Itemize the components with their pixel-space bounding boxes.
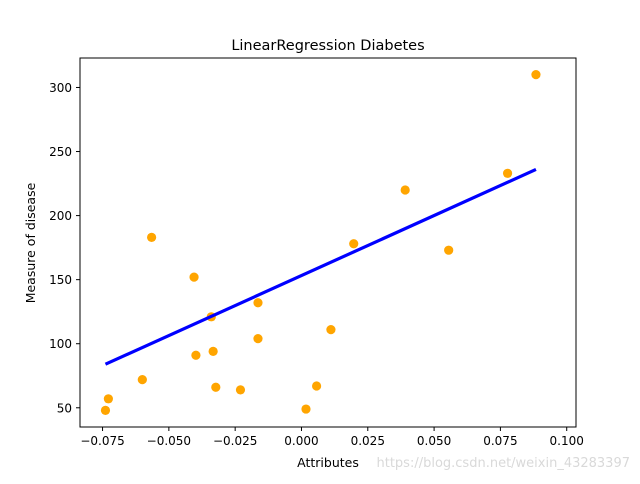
- scatter-point-11: [253, 298, 263, 308]
- scatter-point-5: [189, 272, 199, 282]
- y-tick-label-6: 300: [49, 81, 72, 95]
- x-tick-label-5: 0.025: [351, 434, 385, 448]
- scatter-point-2: [103, 394, 113, 404]
- scatter-point-12: [253, 333, 263, 344]
- x-tick-label-4: 0.000: [284, 434, 318, 448]
- scatter-point-15: [326, 325, 336, 335]
- scatter-point-20: [531, 70, 541, 80]
- y-tick-label-5: 250: [49, 145, 72, 159]
- x-tick-label-8: 0.100: [550, 434, 584, 448]
- x-tick-label-2: −0.050: [147, 434, 191, 448]
- plot-area: [100, 70, 541, 415]
- x-tick-label-1: −0.075: [80, 434, 124, 448]
- scatter-point-9: [211, 382, 221, 392]
- y-tick-label-2: 100: [49, 337, 72, 351]
- scatter-point-14: [311, 381, 322, 391]
- watermark: https://blog.csdn.net/weixin_43283397: [376, 456, 630, 471]
- axes-frame: [79, 57, 577, 428]
- scatter-point-4: [147, 232, 157, 242]
- x-axis-label: Attributes: [297, 455, 359, 470]
- scatter-point-13: [301, 404, 311, 414]
- scatter-point-17: [400, 185, 410, 195]
- scatter-point-8: [208, 346, 218, 357]
- x-tick-label-7: 0.075: [483, 434, 517, 448]
- y-tick-label-3: 150: [49, 273, 72, 287]
- x-tick-label-3: −0.025: [213, 434, 257, 448]
- y-axis-label: Measure of disease: [23, 182, 38, 303]
- scatter-point-6: [191, 350, 201, 360]
- scatter-point-18: [444, 245, 454, 255]
- y-tick-label-4: 200: [49, 209, 72, 223]
- chart-title: LinearRegression Diabetes: [231, 38, 424, 54]
- scatter-point-10: [235, 385, 246, 395]
- axes: −0.075 −0.050 −0.025 0.000 0.025 0.050 0.075 0.…: [49, 57, 584, 448]
- scatter-point-19: [502, 168, 513, 178]
- scatter-point-16: [349, 239, 359, 249]
- scatter-point-3: [137, 374, 147, 385]
- scatter-point-1: [100, 405, 111, 415]
- regression-line: [104, 168, 537, 366]
- x-tick-label-6: 0.050: [417, 434, 451, 448]
- y-tick-label-1: 50: [57, 401, 72, 415]
